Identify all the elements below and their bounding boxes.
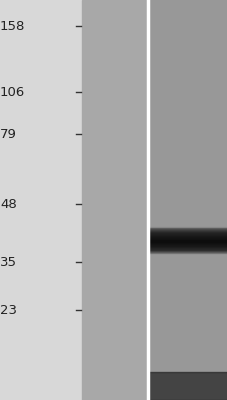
Text: 23: 23: [0, 304, 17, 316]
Bar: [149, 250, 227, 251]
Bar: [149, 251, 227, 252]
Bar: [149, 244, 227, 245]
Bar: [149, 239, 227, 240]
Bar: [149, 256, 227, 257]
Bar: [149, 257, 227, 258]
Bar: [149, 238, 227, 239]
Bar: [149, 236, 227, 237]
Bar: [149, 233, 227, 234]
Bar: [149, 249, 227, 250]
Bar: [149, 230, 227, 231]
Bar: [149, 240, 227, 241]
Bar: [149, 246, 227, 247]
Text: 106: 106: [0, 86, 25, 98]
Bar: [149, 247, 227, 248]
Bar: [149, 0, 227, 400]
Bar: [149, 229, 227, 230]
Bar: [149, 252, 227, 253]
Bar: [149, 241, 227, 242]
Bar: [149, 255, 227, 256]
Bar: [149, 235, 227, 236]
Bar: [149, 253, 227, 254]
Bar: [82, 0, 146, 400]
Bar: [149, 232, 227, 233]
Bar: [149, 227, 227, 228]
Bar: [149, 248, 227, 249]
Bar: [149, 237, 227, 238]
Bar: [149, 254, 227, 255]
Bar: [149, 234, 227, 235]
Text: 48: 48: [0, 198, 17, 210]
Bar: [149, 242, 227, 243]
Bar: [149, 228, 227, 229]
Bar: [149, 245, 227, 246]
Bar: [149, 243, 227, 244]
Bar: [149, 372, 227, 400]
Bar: [149, 231, 227, 232]
Text: 158: 158: [0, 20, 25, 32]
Text: 79: 79: [0, 128, 17, 140]
Text: 35: 35: [0, 256, 17, 268]
